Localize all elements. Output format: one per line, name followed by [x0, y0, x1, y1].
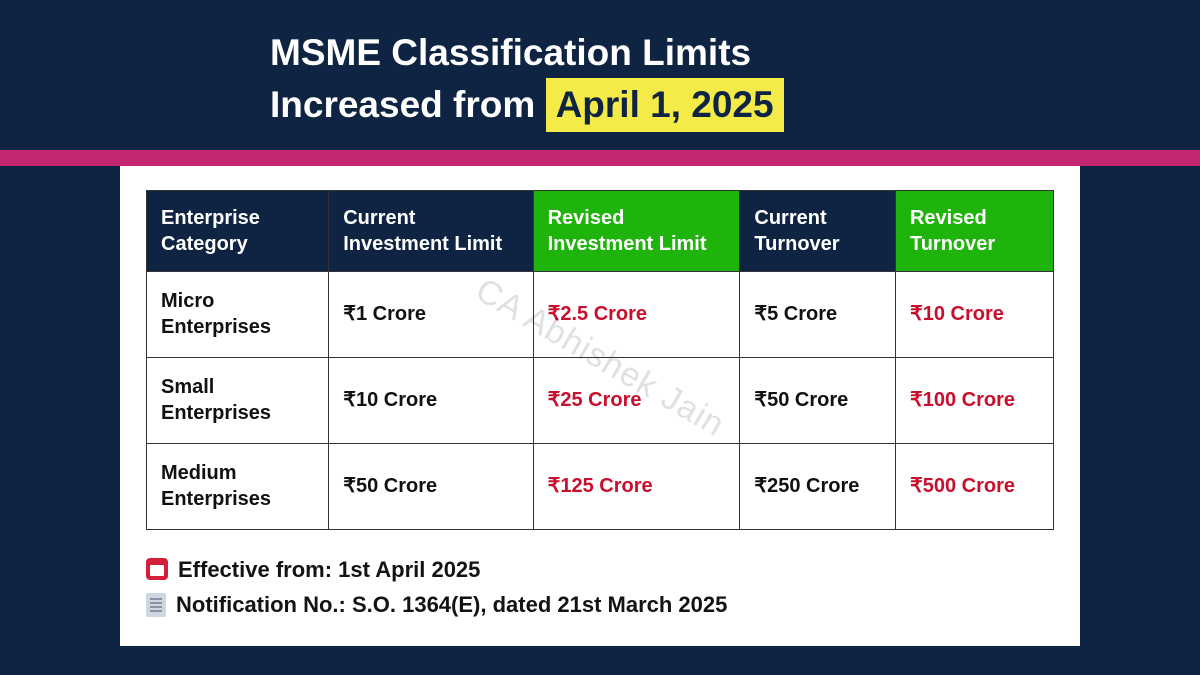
col-current-turnover: Current Turnover	[740, 190, 896, 271]
cell-current-investment: ₹50 Crore	[329, 443, 533, 529]
calendar-icon	[146, 558, 168, 580]
cell-revised-investment: ₹25 Crore	[533, 357, 740, 443]
cell-current-turnover: ₹50 Crore	[740, 357, 896, 443]
cell-current-turnover: ₹5 Crore	[740, 271, 896, 357]
heading-line-2-prefix: Increased from	[270, 84, 546, 125]
col-current-investment: Current Investment Limit	[329, 190, 533, 271]
col-revised-investment: Revised Investment Limit	[533, 190, 740, 271]
footer-notes: Effective from: 1st April 2025 Notificat…	[146, 552, 1054, 622]
col-enterprise-category: Enterprise Category	[147, 190, 329, 271]
note-notification-text: Notification No.: S.O. 1364(E), dated 21…	[176, 587, 727, 622]
content-card: Enterprise Category Current Investment L…	[120, 166, 1080, 646]
table-row: Medium Enterprises ₹50 Crore ₹125 Crore …	[147, 443, 1054, 529]
table-row: Micro Enterprises ₹1 Crore ₹2.5 Crore ₹5…	[147, 271, 1054, 357]
cell-category: Micro Enterprises	[147, 271, 329, 357]
cell-current-investment: ₹1 Crore	[329, 271, 533, 357]
msme-classification-table: Enterprise Category Current Investment L…	[146, 190, 1054, 530]
cell-revised-turnover: ₹500 Crore	[895, 443, 1053, 529]
table-row: Small Enterprises ₹10 Crore ₹25 Crore ₹5…	[147, 357, 1054, 443]
document-icon	[146, 593, 166, 617]
note-effective-text: Effective from: 1st April 2025	[178, 552, 480, 587]
note-effective-row: Effective from: 1st April 2025	[146, 552, 1054, 587]
page-heading: MSME Classification Limits Increased fro…	[0, 0, 1200, 150]
cell-category: Small Enterprises	[147, 357, 329, 443]
col-revised-turnover: Revised Turnover	[895, 190, 1053, 271]
note-notification-row: Notification No.: S.O. 1364(E), dated 21…	[146, 587, 1054, 622]
heading-line-2: Increased from April 1, 2025	[270, 78, 1200, 132]
cell-category: Medium Enterprises	[147, 443, 329, 529]
cell-current-turnover: ₹250 Crore	[740, 443, 896, 529]
table-header-row: Enterprise Category Current Investment L…	[147, 190, 1054, 271]
heading-line-1: MSME Classification Limits	[270, 28, 1200, 78]
divider-bar	[0, 150, 1200, 166]
cell-revised-investment: ₹125 Crore	[533, 443, 740, 529]
cell-current-investment: ₹10 Crore	[329, 357, 533, 443]
heading-highlight: April 1, 2025	[546, 78, 784, 132]
cell-revised-turnover: ₹100 Crore	[895, 357, 1053, 443]
cell-revised-turnover: ₹10 Crore	[895, 271, 1053, 357]
cell-revised-investment: ₹2.5 Crore	[533, 271, 740, 357]
